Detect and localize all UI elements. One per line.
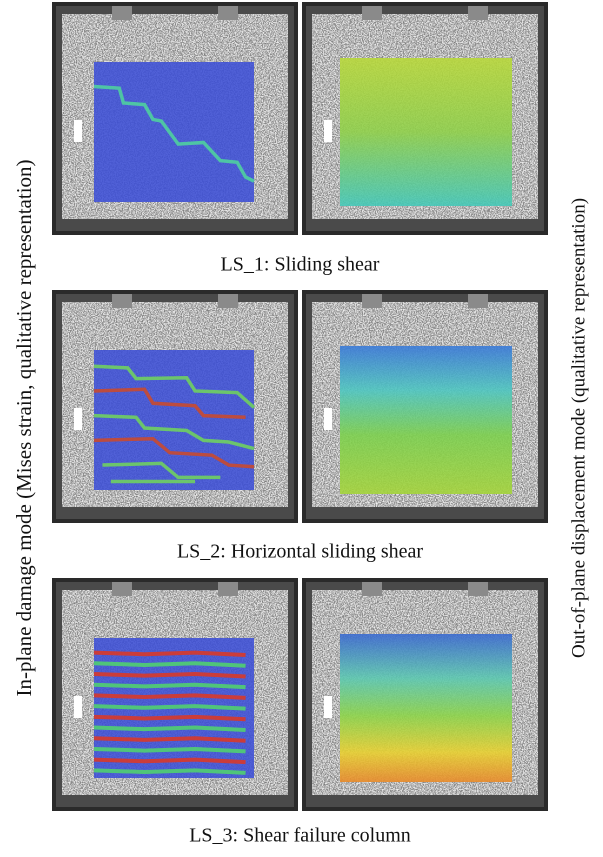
displacement-image: [302, 290, 548, 523]
crack: [94, 738, 246, 740]
bracket: [112, 6, 132, 20]
strain-image: [52, 578, 298, 811]
bracket: [362, 582, 382, 596]
bracket: [218, 294, 238, 308]
crack: [94, 674, 246, 676]
displacement-overlay: [340, 346, 512, 494]
bracket: [362, 6, 382, 20]
bracket: [362, 294, 382, 308]
caption: LS_2: Horizontal sliding shear: [177, 541, 423, 563]
crack: [94, 653, 246, 655]
crack: [94, 695, 246, 697]
bracket: [112, 294, 132, 308]
right-label: Out-of-plane displacement mode (qualitat…: [568, 198, 589, 658]
marker: [324, 696, 332, 718]
strain-image: [52, 2, 298, 235]
panels: LS_1: Sliding shear LS_2: Horizontal slid…: [52, 2, 548, 847]
bracket: [218, 582, 238, 596]
bracket: [468, 294, 488, 308]
caption: LS_3: Shear failure column: [189, 825, 411, 847]
strain-image: [52, 290, 298, 523]
displacement-image: [302, 578, 548, 811]
displacement-overlay: [340, 58, 512, 206]
strain-overlay: [94, 350, 254, 490]
displacement-overlay: [340, 634, 512, 782]
crack: [94, 685, 246, 687]
marker: [324, 120, 332, 142]
crack: [94, 749, 246, 751]
marker: [74, 408, 82, 430]
strain-overlay: [94, 62, 254, 202]
bracket: [112, 582, 132, 596]
crack: [94, 760, 246, 762]
displacement-image: [302, 2, 548, 235]
crack: [94, 770, 246, 772]
figure: In-plane damage mode (Mises strain, qual…: [0, 0, 603, 857]
crack: [94, 663, 246, 665]
page: {"figure": { "left_label": "In-plane dam…: [0, 0, 603, 857]
crack: [94, 706, 246, 708]
marker: [74, 120, 82, 142]
crack: [94, 717, 246, 719]
caption: LS_1: Sliding shear: [221, 254, 380, 276]
left-label: In-plane damage mode (Mises strain, qual…: [12, 159, 36, 696]
bracket: [468, 582, 488, 596]
marker: [324, 408, 332, 430]
bracket: [218, 6, 238, 20]
bracket: [468, 6, 488, 20]
crack: [94, 728, 246, 730]
marker: [74, 696, 82, 718]
